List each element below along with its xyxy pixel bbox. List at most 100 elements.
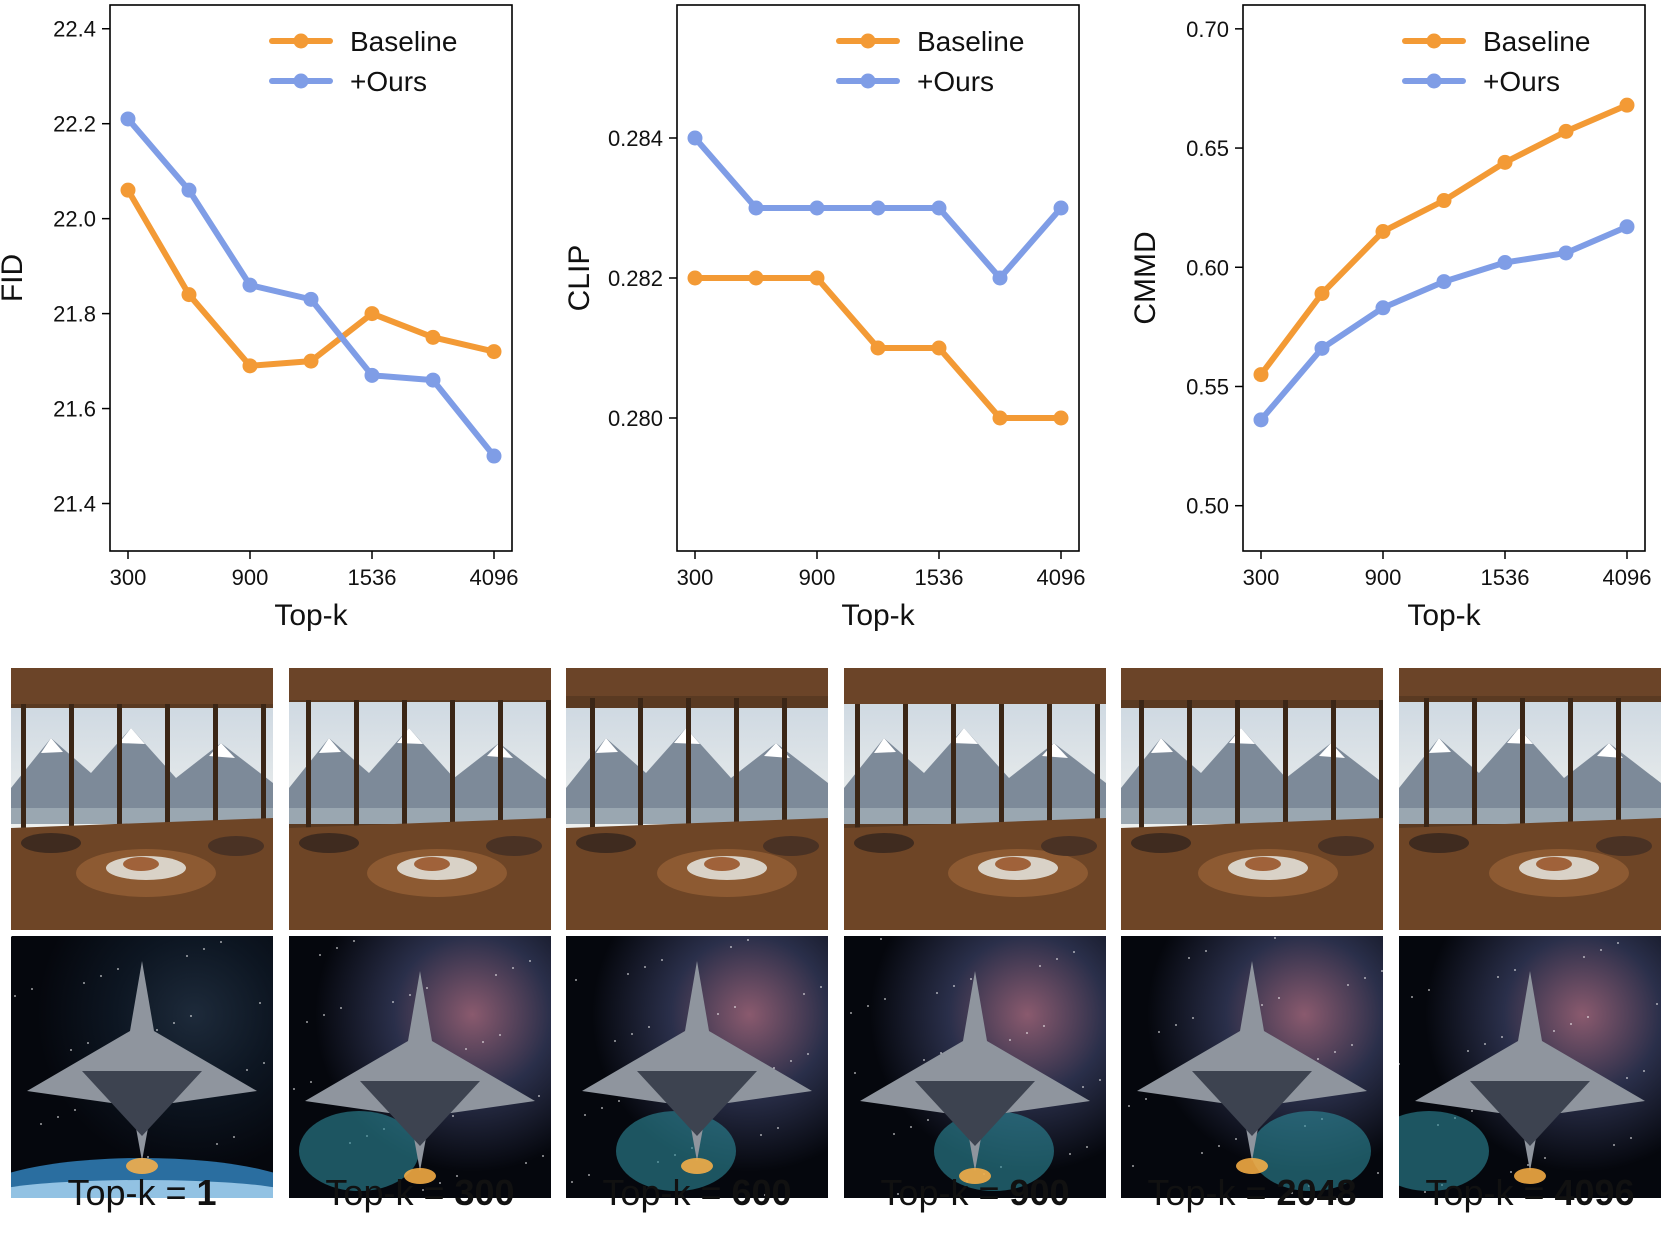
data-point-ours [1375,300,1391,316]
data-point-baseline [425,329,441,345]
x-tick-label: 4096 [1037,565,1086,590]
data-point-baseline [687,270,703,286]
data-point-baseline [1253,367,1269,383]
data-point-ours [181,182,197,198]
data-point-ours [687,130,703,146]
charts-panel: 21.4 21.6 21.8 22.0 22.2 22.4 300 900 1536 4096 To… [0,4,1652,632]
x-tick-label: 900 [1365,565,1402,590]
data-point-baseline [120,182,136,198]
y-tick-label: 22.4 [53,17,96,42]
y-axis-label: CMMD [1129,231,1162,324]
data-point-baseline [1436,193,1452,209]
data-point-baseline [1375,224,1391,240]
x-tick-label: 900 [232,565,269,590]
data-point-ours [1497,255,1513,271]
chart-fid: 21.4 21.6 21.8 22.0 22.2 22.4 300 900 1536 4096 To… [0,4,519,632]
image-spaceship-topk-900 [844,936,1106,1198]
y-tick-label: 0.282 [608,266,663,291]
y-tick-label: 0.50 [1186,494,1229,519]
legend-label-ours: +Ours [917,66,994,97]
data-point-ours [425,372,441,388]
y-tick-label: 0.55 [1186,374,1229,399]
y-tick-label: 0.65 [1186,136,1229,161]
legend-marker-baseline [293,33,309,49]
image-lodge-topk-1 [11,668,273,930]
data-point-baseline [1619,97,1635,113]
y-tick-label: 21.6 [53,397,96,422]
y-tick-label: 21.8 [53,302,96,327]
data-point-baseline [870,340,886,356]
x-tick-label: 900 [799,565,836,590]
x-tick-label: 4096 [1603,565,1652,590]
image-lodge-topk-4096 [1399,668,1661,930]
image-lodge-topk-900 [844,668,1106,930]
plot-frame [109,4,513,552]
y-tick-label: 0.70 [1186,17,1229,42]
data-point-ours [1053,200,1069,216]
data-point-baseline [1053,410,1069,426]
legend-label-baseline: Baseline [1483,26,1590,57]
x-axis-label: Top-k [1407,599,1481,632]
image-spaceship-topk-600 [566,936,828,1198]
data-point-baseline [242,358,258,374]
x-tick-label: 1536 [915,565,964,590]
legend-label-baseline: Baseline [917,26,1024,57]
data-point-ours [242,277,258,293]
x-tick-label: 1536 [1481,565,1530,590]
caption-topk-300: Top-k = 300 [325,1172,515,1213]
x-axis-label: Top-k [841,599,915,632]
y-axis-label: CLIP [563,245,596,312]
data-point-ours [486,448,502,464]
data-point-ours [809,200,825,216]
legend-marker-ours [1426,73,1442,89]
data-point-baseline [1314,285,1330,301]
legend-label-ours: +Ours [350,66,427,97]
data-point-ours [1558,245,1574,261]
plot-frame [1242,4,1646,552]
data-point-baseline [181,287,197,303]
data-point-baseline [992,410,1008,426]
y-tick-label: 21.4 [53,492,96,517]
image-lodge-topk-600 [566,668,828,930]
data-point-ours [364,367,380,383]
image-spaceship-topk-1 [11,936,273,1198]
data-point-baseline [1497,154,1513,170]
y-tick-label: 22.0 [53,207,96,232]
data-point-ours [1619,219,1635,235]
data-point-baseline [1558,123,1574,139]
data-point-ours [1253,412,1269,428]
legend-marker-baseline [860,33,876,49]
legend-marker-ours [293,73,309,89]
data-point-ours [303,291,319,307]
image-lodge-topk-300 [289,668,551,930]
data-point-baseline [748,270,764,286]
caption-topk-900: Top-k = 900 [880,1172,1070,1213]
chart-cmmd: 0.50 0.55 0.60 0.65 0.70 300 900 1536 4096 Top-k C… [1129,4,1652,632]
x-tick-label: 4096 [470,565,519,590]
data-point-ours [931,200,947,216]
image-spaceship-topk-2048 [1121,936,1383,1198]
caption-topk-4096: Top-k = 4096 [1425,1172,1635,1213]
x-tick-label: 300 [110,565,147,590]
chart-clip: 0.280 0.282 0.284 300 900 1536 4096 Top-k CLIP Ba… [563,4,1086,632]
data-point-baseline [303,353,319,369]
x-tick-label: 300 [1243,565,1280,590]
image-spaceship-topk-4096 [1399,936,1661,1198]
legend-label-ours: +Ours [1483,66,1560,97]
data-point-ours [748,200,764,216]
data-point-ours [1314,340,1330,356]
image-lodge-topk-2048 [1121,668,1383,930]
y-axis-label: FID [0,254,29,302]
legend-label-baseline: Baseline [350,26,457,57]
data-point-ours [1436,274,1452,290]
x-tick-label: 1536 [348,565,397,590]
image-spaceship-topk-300 [289,936,551,1198]
data-point-baseline [809,270,825,286]
data-point-baseline [486,344,502,360]
data-point-ours [870,200,886,216]
legend-marker-ours [860,73,876,89]
data-point-ours [992,270,1008,286]
y-tick-label: 0.280 [608,406,663,431]
data-point-ours [120,111,136,127]
y-tick-label: 0.284 [608,126,663,151]
